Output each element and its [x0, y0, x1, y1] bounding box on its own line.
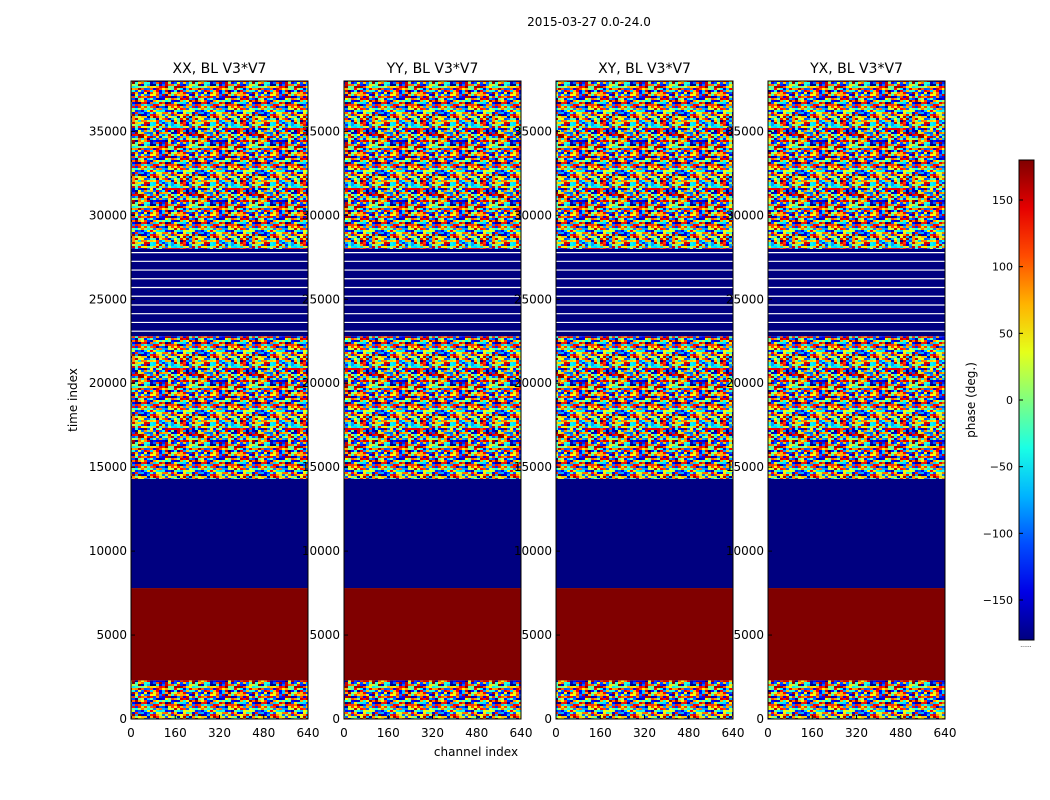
heatmap-panel: XY, BL V3*V7 0 160 320 480 640 0 5000 10000 15000… [514, 61, 745, 740]
panels: XX, BL V3*V7 0 160 320 480 640 0 5000 10000 15000… [89, 61, 957, 740]
panel-title: YX, BL V3*V7 [809, 61, 903, 77]
x-tick-label: 160 [377, 726, 400, 740]
heatmap-panel: YX, BL V3*V7 0 160 320 480 640 0 5000 10000 15000… [726, 61, 957, 740]
y-tick-label: 30000 [89, 208, 127, 222]
x-tick-label: 320 [845, 726, 868, 740]
y-tick-label: 5000 [96, 628, 127, 642]
x-tick-label: 160 [589, 726, 612, 740]
heatmap-band [556, 248, 733, 337]
y-tick-label: 25000 [514, 292, 552, 306]
heatmap-band [556, 81, 733, 249]
heatmap-band [768, 81, 945, 249]
y-tick-label: 10000 [302, 544, 340, 558]
heatmap-band [556, 478, 733, 589]
x-tick-label: 320 [208, 726, 231, 740]
heatmap-band [768, 336, 945, 479]
heatmap-band [768, 248, 945, 337]
colorbar: 150 100 50 0 −50 −100 −150 [983, 159, 1035, 641]
y-tick-label: 10000 [514, 544, 552, 558]
heatmap-band [344, 336, 521, 479]
heatmap-band [768, 588, 945, 681]
panel-title: YY, BL V3*V7 [386, 61, 479, 77]
y-tick-label: 35000 [302, 124, 340, 138]
colorbar-tick-label: 100 [992, 261, 1013, 274]
heatmap-band [344, 680, 521, 719]
colorbar-footer: ...... [1020, 642, 1032, 649]
x-tick-label: 480 [465, 726, 488, 740]
y-tick-label: 30000 [302, 208, 340, 222]
x-tick-label: 480 [252, 726, 275, 740]
y-tick-label: 35000 [726, 124, 764, 138]
x-axis-label: channel index [434, 745, 518, 759]
x-tick-label: 160 [801, 726, 824, 740]
y-tick-label: 30000 [726, 208, 764, 222]
x-tick-label: 0 [340, 726, 348, 740]
y-tick-label: 10000 [89, 544, 127, 558]
y-tick-label: 35000 [89, 124, 127, 138]
colorbar-tick-label: −150 [983, 594, 1013, 607]
y-tick-label: 0 [756, 712, 764, 726]
y-tick-label: 25000 [302, 292, 340, 306]
y-tick-label: 10000 [726, 544, 764, 558]
heatmap-band [344, 588, 521, 681]
heatmap-band [768, 478, 945, 589]
x-tick-label: 640 [297, 726, 320, 740]
heatmap-band [131, 588, 308, 681]
heatmap-band [344, 81, 521, 249]
x-tick-label: 640 [510, 726, 533, 740]
heatmap-panel: XX, BL V3*V7 0 160 320 480 640 0 5000 10000 15000… [89, 61, 320, 740]
suptitle: 2015-03-27 0.0-24.0 [527, 15, 651, 29]
heatmap-band [131, 81, 308, 249]
y-tick-label: 0 [332, 712, 340, 726]
y-tick-label: 15000 [302, 460, 340, 474]
x-tick-label: 160 [164, 726, 187, 740]
y-tick-label: 15000 [89, 460, 127, 474]
colorbar-tick-label: 150 [992, 194, 1013, 207]
colorbar-tick-label: −100 [983, 527, 1013, 540]
x-tick-label: 0 [127, 726, 135, 740]
y-axis-label: time index [66, 368, 80, 432]
heatmap-band [556, 588, 733, 681]
y-tick-label: 35000 [514, 124, 552, 138]
colorbar-tick-label: 50 [999, 327, 1013, 340]
y-tick-label: 20000 [514, 376, 552, 390]
x-tick-label: 0 [552, 726, 560, 740]
x-tick-label: 480 [889, 726, 912, 740]
y-tick-label: 20000 [726, 376, 764, 390]
y-tick-label: 20000 [89, 376, 127, 390]
y-tick-label: 0 [119, 712, 127, 726]
y-tick-label: 5000 [309, 628, 340, 642]
y-tick-label: 25000 [726, 292, 764, 306]
panel-title: XY, BL V3*V7 [598, 61, 691, 77]
heatmap-band [131, 248, 308, 337]
y-tick-label: 20000 [302, 376, 340, 390]
y-tick-label: 5000 [521, 628, 552, 642]
heatmap-band [768, 680, 945, 719]
heatmap-band [131, 336, 308, 479]
heatmap-band [556, 680, 733, 719]
y-tick-label: 25000 [89, 292, 127, 306]
x-tick-label: 0 [764, 726, 772, 740]
y-tick-label: 30000 [514, 208, 552, 222]
heatmap-band [344, 248, 521, 337]
x-tick-label: 480 [677, 726, 700, 740]
heatmap-panel: YY, BL V3*V7 0 160 320 480 640 0 5000 10000 15000… [302, 61, 533, 740]
y-tick-label: 15000 [726, 460, 764, 474]
x-tick-label: 640 [934, 726, 957, 740]
x-tick-label: 320 [421, 726, 444, 740]
heatmap-band [131, 478, 308, 589]
heatmap-band [556, 336, 733, 479]
heatmap-band [131, 680, 308, 719]
colorbar-tick-label: 0 [1006, 394, 1013, 407]
x-tick-label: 320 [633, 726, 656, 740]
panel-title: XX, BL V3*V7 [173, 61, 267, 77]
colorbar-label: phase (deg.) [964, 362, 978, 438]
x-tick-label: 640 [722, 726, 745, 740]
colorbar-tick-label: −50 [990, 461, 1013, 474]
heatmap-band [344, 478, 521, 589]
y-tick-label: 0 [544, 712, 552, 726]
y-tick-label: 15000 [514, 460, 552, 474]
y-tick-label: 5000 [733, 628, 764, 642]
